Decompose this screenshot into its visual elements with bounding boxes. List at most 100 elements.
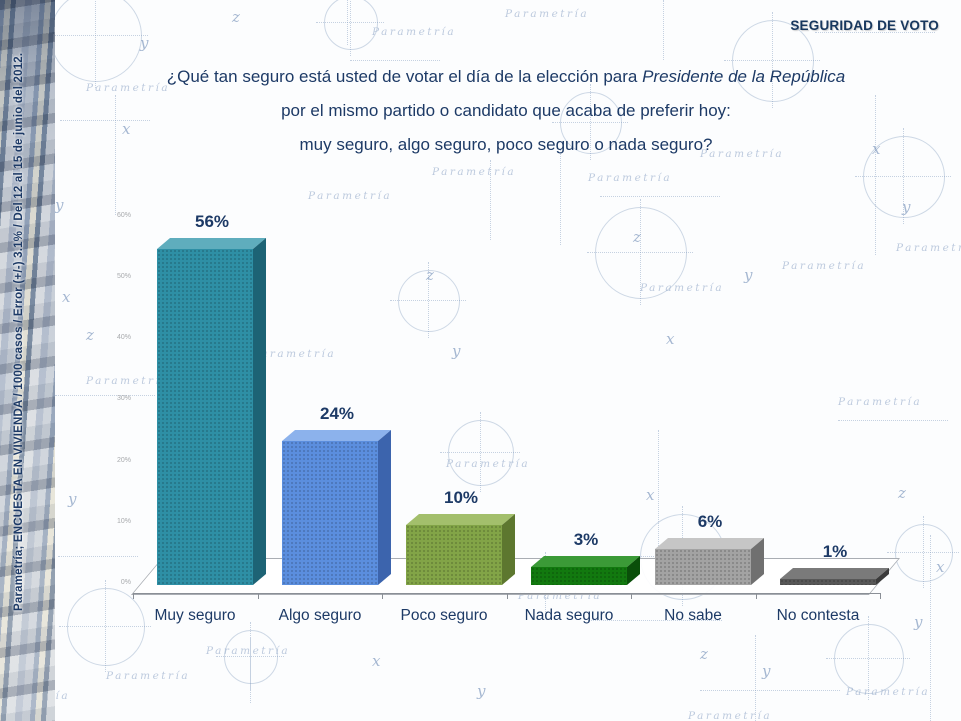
parametria-watermark: Parametría <box>308 190 393 202</box>
crosshair-line <box>923 516 924 588</box>
crosshair-line <box>480 412 481 492</box>
y-axis-tick-label: 50% <box>116 273 131 280</box>
parametria-watermark: Parametría <box>106 670 191 682</box>
parametria-watermark: Parametría <box>688 710 773 721</box>
crosshair-line <box>590 84 591 160</box>
crosshair-line <box>105 580 106 672</box>
sketch-line <box>115 95 116 215</box>
crosshair-line <box>903 128 904 224</box>
parametria-watermark: Parametría <box>896 242 961 254</box>
bar-side-muy-seguro <box>253 238 266 585</box>
axis-letter-glyph: z <box>232 8 240 26</box>
axis-letter-glyph: y <box>902 198 911 216</box>
axis-letter-glyph: y <box>140 34 149 52</box>
axis-letter-glyph: y <box>55 196 64 214</box>
bar-top-no-contesta <box>780 568 889 579</box>
parametria-watermark: Parametría <box>640 282 725 294</box>
bar-side-poco-seguro <box>502 514 515 585</box>
axis-letter-glyph: z <box>633 228 641 246</box>
axis-letter-glyph: x <box>372 652 381 670</box>
bar-value-label: 24% <box>319 404 355 423</box>
bar-side-algo-seguro <box>378 430 391 585</box>
compass-sketch-icon <box>67 588 145 666</box>
question-line1-regular: ¿Qué tan seguro está usted de votar el d… <box>166 67 643 86</box>
sketch-line <box>755 635 756 721</box>
y-axis-tick-label: 0% <box>120 579 131 586</box>
header-title: SEGURIDAD DE VOTO <box>790 18 939 33</box>
sketch-line <box>55 395 155 396</box>
crosshair-line <box>390 300 466 301</box>
crosshair-line <box>59 626 151 627</box>
axis-letter-glyph: y <box>452 342 461 360</box>
bar-poco-seguro <box>406 525 502 585</box>
axis-letter-glyph: x <box>872 140 881 158</box>
sketch-line <box>490 160 491 240</box>
crosshair-line <box>772 12 773 108</box>
question-line3: muy seguro, algo seguro, poco seguro o n… <box>299 135 713 154</box>
bar-top-no-sabe <box>655 538 764 549</box>
sketch-line <box>250 638 251 703</box>
axis-letter-glyph: y <box>762 662 771 680</box>
sketch-line <box>658 430 659 550</box>
x-axis-baseline <box>133 593 881 594</box>
sketch-line <box>838 420 948 421</box>
bar-top-muy-seguro <box>157 238 266 249</box>
crosshair-line <box>316 22 384 23</box>
axis-letter-glyph: y <box>477 682 486 700</box>
axis-letter-glyph: y <box>68 490 77 508</box>
compass-sketch-icon <box>224 630 278 684</box>
axis-letter-glyph: y <box>914 613 923 631</box>
y-axis-tick-label: 30% <box>116 395 131 402</box>
parametria-watermark: Parametría <box>846 686 931 698</box>
bar-algo-seguro <box>282 441 378 585</box>
bar-no-sabe <box>655 549 751 585</box>
sketch-line <box>588 620 722 621</box>
sidebar-caption: Parametría; ENCUESTA EN VIVIENDA / 1000 … <box>13 52 25 611</box>
sketch-line <box>58 556 138 557</box>
parametria-watermark: Parametría <box>432 166 517 178</box>
question-line1-italic: Presidente de la República <box>642 67 846 86</box>
axis-letter-glyph: x <box>936 558 945 576</box>
bar-value-label: 56% <box>194 212 230 231</box>
parametria-watermark: Parametría <box>588 172 673 184</box>
question-text: ¿Qué tan seguro está usted de votar el d… <box>92 60 920 162</box>
bar-nada-seguro <box>531 567 627 585</box>
sketch-line <box>930 535 931 721</box>
compass-sketch-icon <box>863 136 945 218</box>
crosshair-line <box>95 0 96 88</box>
axis-letter-glyph: z <box>898 484 906 502</box>
bar-side-no-sabe <box>751 538 764 585</box>
axis-letter-glyph: x <box>62 288 71 306</box>
x-axis-tick <box>756 594 757 599</box>
category-label: Poco seguro <box>400 607 488 624</box>
crosshair-line <box>552 122 628 123</box>
sketch-line <box>663 0 664 60</box>
axis-letter-glyph: z <box>86 326 94 344</box>
bar-no-contesta <box>780 579 876 585</box>
x-axis-tick <box>258 594 259 599</box>
x-axis-tick <box>631 594 632 599</box>
bar-value-label: 1% <box>822 542 848 561</box>
sketch-line <box>350 60 440 61</box>
axis-letter-glyph: z <box>426 266 434 284</box>
x-axis-tick <box>133 594 134 599</box>
axis-letter-glyph: y <box>744 266 753 284</box>
category-label: No sabe <box>664 607 722 624</box>
crosshair-line <box>42 35 148 36</box>
crosshair-line <box>350 0 351 56</box>
y-axis-tick-label: 10% <box>116 518 131 525</box>
sketch-line <box>60 120 150 121</box>
sketch-line <box>560 150 561 245</box>
bar-muy-seguro <box>157 249 253 585</box>
x-axis-tick <box>880 594 881 599</box>
crosshair-line <box>587 252 693 253</box>
question-line2: por el mismo partido o candidato que aca… <box>281 101 731 120</box>
bar-value-label: 6% <box>697 512 723 531</box>
parametria-watermark: Parametría <box>838 396 923 408</box>
crosshair-line <box>826 658 910 659</box>
sketch-line <box>875 95 876 255</box>
bar-top-nada-seguro <box>531 556 640 567</box>
compass-sketch-icon <box>448 420 514 486</box>
crosshair-line <box>440 452 520 453</box>
